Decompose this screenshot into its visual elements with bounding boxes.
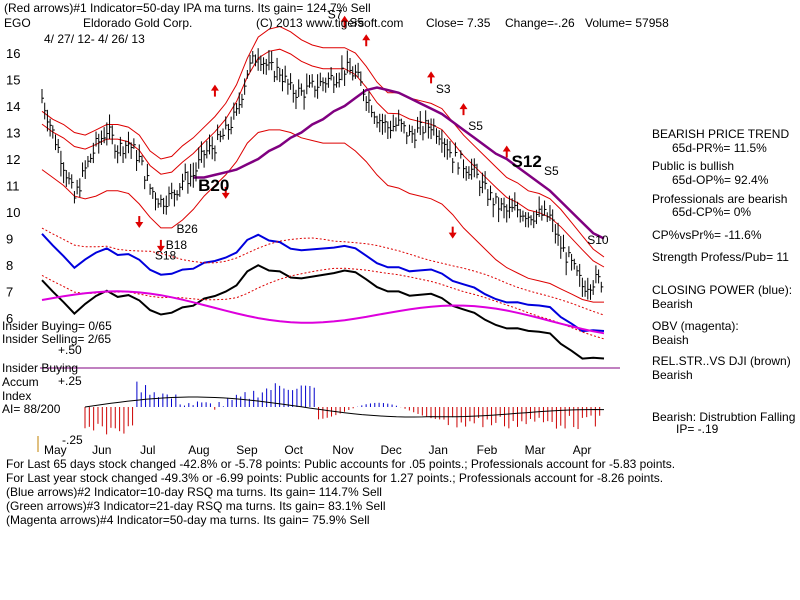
buy-arrow-head (221, 192, 230, 199)
x-month-label: Apr (573, 443, 592, 457)
closing-power-label: CLOSING POWER (blue): (652, 283, 793, 297)
signal-label: B20 (198, 176, 229, 195)
date-range: 4/ 27/ 12- 4/ 26/ 13 (44, 32, 145, 46)
strength-ratio: Strength Profess/Pub= 11 (652, 250, 789, 264)
y-axis: 16 15 14 13 12 11 10 9 8 7 6 (6, 46, 20, 326)
y-tick-label: 11 (6, 179, 20, 194)
copyright: (C) 2013 www.tigersoft.com (256, 16, 404, 30)
buy-arrow-head (156, 245, 165, 252)
sell-arrow-head (340, 15, 349, 22)
x-month-label: Aug (188, 443, 209, 457)
signal-label: S10 (587, 233, 609, 247)
footer-blue-arrows: (Blue arrows)#2 Indicator=10-day RSQ ma … (6, 485, 382, 499)
cp-vs-pr: CP%vsPr%= -11.6% (652, 228, 762, 242)
signal-label: S5 (349, 16, 364, 30)
ip-value: IP= -.19 (676, 422, 719, 436)
rel-strength-line (41, 264, 605, 360)
ma-line (193, 86, 605, 240)
y-tick-label: 7 (6, 285, 13, 300)
distribution-label: Bearish: Distrubtion Falling (652, 410, 796, 424)
insider-buying-line-label: Insider Buying (2, 361, 79, 375)
accum-minus25: -.25 (62, 433, 83, 447)
x-month-label: Mar (525, 443, 546, 457)
footer-magenta-arrows: (Magenta arrows)#4 Indicator=50-day ma t… (6, 513, 370, 527)
insider-buying-count: Insider Buying= 0/65 (2, 319, 112, 333)
y-tick-label: 14 (6, 99, 20, 114)
closing-power-state: Bearish (652, 297, 693, 311)
footer-green-arrows: (Green arrows)#3 Indicator=21-day RSQ ma… (6, 499, 386, 513)
trend-title: BEARISH PRICE TREND (652, 127, 790, 141)
inner-band-line (41, 48, 605, 268)
change-value: Change=-.26 (505, 16, 575, 30)
signal-label: S18 (155, 249, 177, 263)
pros-label: Professionals are bearish (652, 192, 788, 206)
signal-label: S7 (328, 8, 343, 22)
close-value: Close= 7.35 (426, 16, 491, 30)
company-name: Eldorado Gold Corp. (83, 16, 193, 30)
op-value: 65d-OP%= 92.4% (672, 173, 769, 187)
chart-gridlines (37, 367, 620, 452)
header-indicator-line: (Red arrows)#1 Indicator=50-day IPA ma t… (4, 1, 371, 15)
accum-plus25: +.25 (58, 374, 82, 388)
chart-series (41, 25, 605, 360)
accum-label: Accum (2, 375, 39, 389)
x-month-label: Oct (284, 443, 303, 457)
y-tick-label: 9 (6, 232, 13, 247)
x-month-label: Feb (477, 443, 498, 457)
ai-value: AI= 88/200 (2, 402, 61, 416)
chart-signal-arrows (135, 15, 511, 252)
x-month-label: Nov (332, 443, 353, 457)
sell-arrow-head (459, 103, 468, 110)
footer-line-year: For Last year stock changed -49.3% or -6… (6, 471, 664, 485)
accum-index-bars (84, 381, 605, 435)
accum-ma-line (84, 396, 605, 418)
footer-line-65days: For Last 65 days stock changed -42.8% or… (6, 457, 676, 471)
sell-arrow-head (210, 84, 219, 91)
x-month-label: Jun (92, 443, 111, 457)
lower-band-line (41, 129, 604, 303)
x-axis: May Jun Jul Aug Sep Oct Nov Dec Jan Feb Mar Apr (44, 443, 591, 457)
public-label: Public is bullish (652, 159, 735, 173)
relstr-state: Bearish (652, 368, 693, 382)
signal-label: S5 (468, 119, 483, 133)
x-month-label: Jul (140, 443, 155, 457)
closing-power-line (41, 233, 605, 333)
obv-label: OBV (magenta): (652, 319, 739, 333)
buy-arrow-head (448, 232, 457, 239)
upper-band-line (41, 25, 605, 258)
x-month-label: Sep (236, 443, 258, 457)
x-month-label: Jan (429, 443, 448, 457)
y-tick-label: 8 (6, 258, 13, 273)
x-month-label: May (44, 443, 67, 457)
closing-power-ma (41, 227, 605, 316)
obv-state: Beaish (652, 333, 689, 347)
signal-label: S5 (544, 164, 559, 178)
obv-line (41, 290, 605, 335)
signal-label: B18 (166, 238, 188, 252)
ticker: EGO (4, 16, 31, 30)
y-tick-label: 13 (6, 126, 20, 141)
sell-arrow-head (362, 34, 371, 41)
y-tick-label: 12 (6, 152, 20, 167)
insider-selling-count: Insider Selling= 2/65 (2, 332, 112, 346)
y-tick-label: 10 (6, 205, 20, 220)
accum-plus50: +.50 (58, 343, 82, 357)
cp-value: 65d-CP%= 0% (672, 205, 752, 219)
signal-label: S12 (512, 152, 542, 171)
y-tick-label: 6 (6, 311, 13, 326)
signal-label: B26 (177, 222, 199, 236)
sell-arrow-head (502, 145, 511, 152)
y-tick-label: 15 (6, 73, 20, 88)
buy-arrow-head (135, 222, 144, 229)
signal-label: S3 (436, 82, 451, 96)
volume-value: Volume= 57958 (585, 16, 669, 30)
x-month-label: Dec (380, 443, 401, 457)
relstr-label: REL.STR..VS DJI (brown) (652, 354, 791, 368)
index-label: Index (2, 389, 32, 403)
sell-arrow-head (427, 71, 436, 78)
pr-value: 65d-PR%= 11.5% (672, 141, 767, 155)
y-tick-label: 16 (6, 46, 20, 61)
